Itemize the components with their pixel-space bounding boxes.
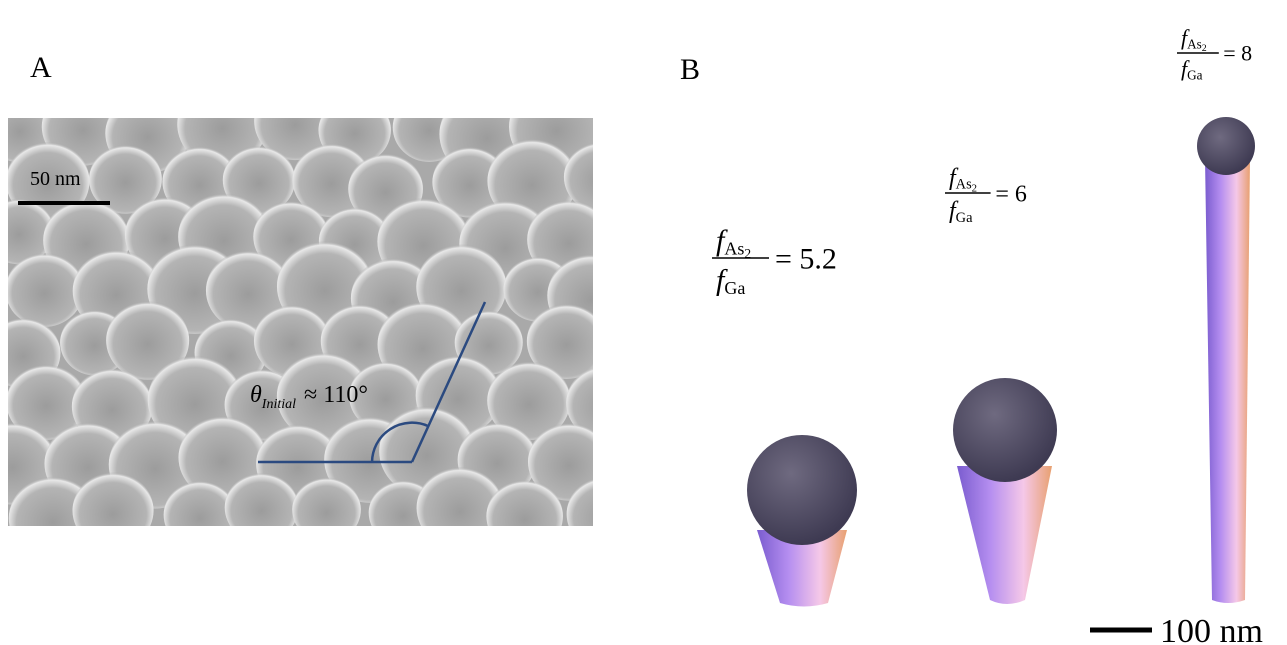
denominator-subscript: Ga bbox=[1187, 67, 1203, 82]
ratio-value: = 6 bbox=[995, 181, 1027, 207]
ratio-denominator: fGa bbox=[716, 264, 745, 299]
numerator-subsubscript: 2 bbox=[744, 246, 751, 261]
numerator-subscript: As bbox=[956, 177, 972, 193]
sem-dome bbox=[486, 480, 563, 553]
panel-label: B bbox=[680, 53, 700, 86]
ratio-numerator: fAs2 bbox=[949, 165, 977, 194]
numerator-subscript: As bbox=[1187, 36, 1202, 51]
ratio-value: = 8 bbox=[1223, 41, 1252, 66]
sem-domes bbox=[0, 82, 646, 561]
sem-dome bbox=[567, 476, 646, 551]
nanowire bbox=[953, 378, 1057, 604]
ratio-denominator: fGa bbox=[1181, 56, 1203, 82]
page: {"panel_a": {"label": "A", "scale_bar": … bbox=[0, 0, 1287, 645]
sem-dome bbox=[5, 253, 83, 327]
angle-relation: ≈ 110° bbox=[304, 382, 368, 408]
denominator-subscript: Ga bbox=[956, 210, 973, 226]
angle-subscript: Initial bbox=[261, 397, 296, 412]
ratio-numerator: fAs2 bbox=[716, 224, 751, 261]
denominator-subscript: Ga bbox=[724, 278, 745, 298]
sem-dome bbox=[292, 477, 361, 542]
sem-dome bbox=[72, 472, 153, 549]
scale-bar-label: 50 nm bbox=[30, 168, 81, 190]
figure: A 50 nm θInitial≈ 110° B fAs2fGa= 5.2fAs… bbox=[0, 0, 1287, 645]
angle-symbol: θ bbox=[250, 382, 262, 408]
ratio-numerator: fAs2 bbox=[1181, 25, 1207, 54]
sem-dome bbox=[225, 473, 299, 543]
nanowire bbox=[1197, 117, 1255, 603]
scale-bar-label: 100 nm bbox=[1160, 613, 1263, 645]
sem-dome bbox=[164, 481, 236, 550]
ratio-denominator: fGa bbox=[949, 198, 973, 226]
panel-label: A bbox=[30, 51, 52, 84]
ratio-value: = 5.2 bbox=[775, 243, 837, 276]
numerator-subscript: As bbox=[724, 239, 744, 259]
nanowire bbox=[747, 435, 857, 607]
